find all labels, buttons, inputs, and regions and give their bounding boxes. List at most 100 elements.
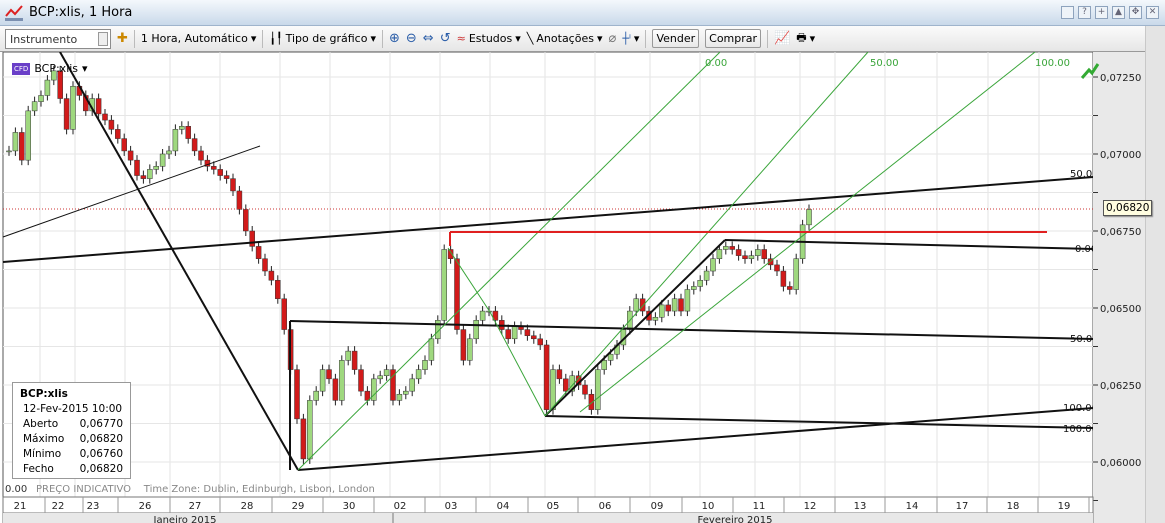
- zoom-out-icon[interactable]: ⊖: [405, 31, 417, 46]
- candle-body: [742, 255, 748, 259]
- maximize-icon[interactable]: ✥: [1129, 6, 1142, 19]
- x-tick-label: 26: [139, 501, 152, 512]
- candle-body: [556, 369, 563, 380]
- y-axis: [1093, 52, 1145, 523]
- candle-body: [479, 310, 486, 321]
- candle-body: [710, 258, 716, 272]
- x-tick-label: 21: [14, 501, 27, 512]
- chart-settings-icon[interactable]: 📈: [774, 31, 791, 46]
- candle-body: [313, 390, 319, 401]
- candle-body: [678, 298, 684, 312]
- add-comparison-icon[interactable]: ✚: [117, 31, 128, 46]
- minimize-icon[interactable]: ▲: [1112, 6, 1125, 19]
- chart-legend[interactable]: CFD BCP:xlis ▾: [12, 62, 88, 75]
- candle-body: [396, 393, 403, 401]
- candle-body: [179, 126, 185, 130]
- candle-body: [761, 249, 767, 259]
- studies-icon: ≈: [456, 32, 466, 45]
- x-tick-label: 05: [547, 501, 560, 512]
- x-tick-label: 10: [702, 501, 715, 512]
- live-indicator-icon: [1080, 63, 1100, 79]
- candle-body: [780, 270, 787, 287]
- fib-level-label: 100.00: [1063, 424, 1098, 435]
- candle-body: [121, 138, 127, 152]
- candle-body: [441, 249, 447, 321]
- ohlc-info-box: BCP:xlis 12-Fev-2015 10:00 Aberto 0,06770…: [12, 382, 131, 479]
- x-tick-label: 27: [189, 501, 202, 512]
- candle-body: [390, 369, 396, 401]
- print-dropdown[interactable]: 🖶 ▾: [796, 29, 815, 48]
- crosshair-dropdown[interactable]: ┼ⁱ ▾: [622, 32, 640, 45]
- candle-body: [255, 246, 262, 259]
- chart-type-dropdown[interactable]: ╽╿ Tipo de gráfico ▾: [269, 32, 376, 45]
- instrument-picker-icon[interactable]: [98, 31, 108, 46]
- y-tick-label: 0,06750: [1100, 227, 1141, 238]
- candle-body: [6, 150, 12, 153]
- annotations-dropdown[interactable]: ╲ Anotações ▾: [526, 32, 603, 45]
- reset-icon[interactable]: ↺: [439, 31, 451, 46]
- candle-body: [57, 70, 63, 99]
- candle-body: [319, 369, 326, 392]
- candle-body: [588, 393, 595, 410]
- candle-body: [697, 280, 703, 287]
- candle-body: [531, 335, 537, 340]
- interval-dropdown[interactable]: 1 Hora, Automático ▾: [140, 32, 257, 45]
- candle-body: [582, 384, 588, 395]
- zoom-in-icon[interactable]: ⊕: [388, 31, 400, 46]
- sell-button[interactable]: Vender: [652, 29, 700, 48]
- close-icon[interactable]: ✕: [1146, 6, 1159, 19]
- candle-body: [403, 390, 409, 395]
- help-icon[interactable]: ?: [1078, 6, 1091, 19]
- candle-body: [31, 101, 38, 112]
- candle-body: [70, 85, 76, 130]
- candle-body: [236, 190, 243, 210]
- price-chart[interactable]: 0.00 50.00 100.00 50.000.0050.00100.00100.…: [0, 52, 1145, 523]
- y-tick-label: 0,07000: [1100, 150, 1141, 161]
- restore-icon[interactable]: [1061, 6, 1074, 19]
- candle-body: [633, 298, 639, 312]
- candle-body: [243, 209, 249, 232]
- candle-body: [729, 246, 735, 250]
- info-row: Mínimo 0,06760: [23, 448, 123, 460]
- candle-body: [364, 390, 371, 401]
- candle-body: [95, 98, 102, 115]
- candle-body: [351, 350, 358, 370]
- candle-body: [38, 95, 44, 102]
- candle-body: [467, 338, 473, 361]
- candle-body: [607, 353, 614, 361]
- info-row: Fecho 0,06820: [23, 463, 123, 475]
- candle-body: [492, 310, 499, 321]
- pin-icon[interactable]: +: [1095, 6, 1108, 19]
- candle-body: [748, 255, 755, 259]
- y-tick-label: 0,07250: [1100, 73, 1141, 84]
- y-tick-label: 0,06500: [1100, 304, 1141, 315]
- instrument-input[interactable]: Instrumento: [5, 28, 111, 49]
- candle-body: [185, 126, 191, 139]
- eraser-icon[interactable]: ⌀: [608, 31, 617, 46]
- title-bar: BCP:xlis, 1 Hora ? + ▲ ✥ ✕: [0, 0, 1165, 26]
- info-row: Máximo 0,06820: [23, 433, 123, 445]
- window-title: BCP:xlis, 1 Hora: [29, 5, 133, 20]
- month-label: Fevereiro 2015: [698, 515, 773, 523]
- toolbar: Instrumento ✚ 1 Hora, Automático ▾ ╽╿ Tipo…: [0, 26, 1165, 52]
- candle-body: [524, 329, 531, 336]
- candle-body: [460, 329, 467, 361]
- candle-body: [377, 375, 383, 380]
- candle-body: [806, 209, 812, 226]
- x-tick-label: 14: [906, 501, 919, 512]
- candle-body: [665, 304, 671, 312]
- x-tick-label: 23: [87, 501, 100, 512]
- candle-body: [505, 329, 511, 340]
- pan-icon[interactable]: ⇔: [422, 31, 434, 46]
- buy-button[interactable]: Comprar: [705, 29, 762, 48]
- studies-dropdown[interactable]: ≈ Estudos ▾: [456, 32, 521, 45]
- month-row: [3, 513, 1093, 523]
- x-tick-label: 11: [753, 501, 766, 512]
- candle-body: [659, 304, 665, 318]
- candle-body: [19, 132, 25, 161]
- x-tick-label: 18: [1007, 501, 1020, 512]
- candle-body: [172, 129, 179, 152]
- candle-body: [223, 175, 230, 179]
- x-tick-label: 04: [497, 501, 510, 512]
- vertical-scrollbar[interactable]: [1145, 26, 1165, 523]
